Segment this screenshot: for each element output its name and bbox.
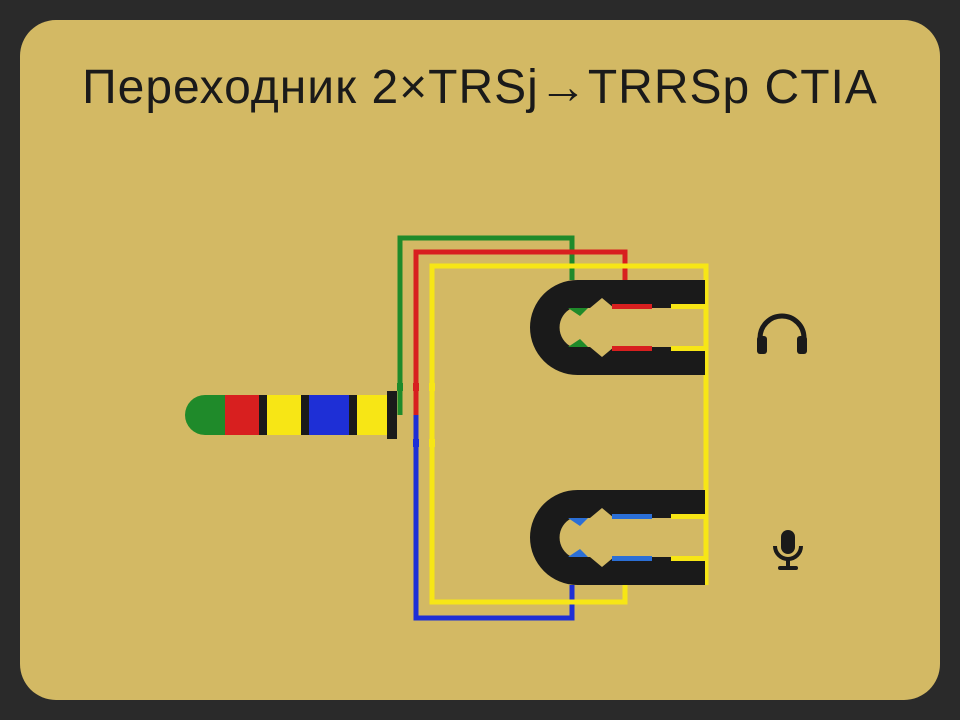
diagram-card: Переходник 2×TRSj→TRRSp CTIA [20,20,940,700]
headphone-icon [757,316,807,354]
mic-icon [775,530,801,568]
wiring-diagram [20,20,940,700]
